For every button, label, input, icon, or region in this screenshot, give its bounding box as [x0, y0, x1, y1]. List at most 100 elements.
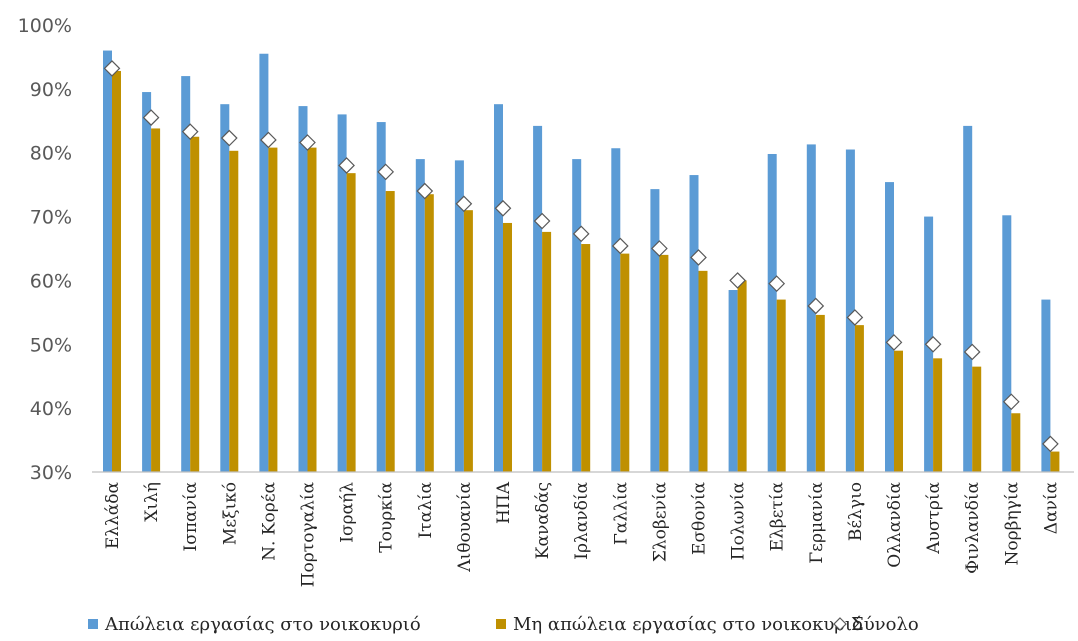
marker-total: [181, 123, 199, 140]
marker-total: [455, 195, 473, 213]
bar-job-loss: [298, 106, 308, 472]
marker-total: [260, 131, 277, 149]
marker-total: [885, 334, 903, 351]
marker-total: [611, 237, 629, 255]
x-category-label: Σλοβενία: [650, 481, 670, 562]
x-category-label: Ολλανδία: [885, 481, 905, 567]
bar-job-loss: [181, 76, 191, 472]
marker-total: [924, 335, 942, 353]
marker-total: [963, 343, 981, 361]
bar-no-job-loss: [151, 128, 161, 472]
legend-item: Μη απώλεια εργασίας στο νοικοκυριό: [496, 614, 863, 635]
bar-job-loss: [1041, 299, 1051, 472]
bar-job-loss: [689, 175, 699, 473]
bar-no-job-loss: [620, 253, 630, 472]
marker-total: [299, 134, 316, 151]
bar-job-loss: [259, 53, 269, 472]
bar-job-loss: [650, 189, 660, 472]
marker-total: [142, 109, 160, 126]
x-category-label: Νορβηγία: [1002, 481, 1022, 565]
x-category-label: Βέλγιο: [846, 482, 866, 541]
x-category-label: Λιθουανία: [455, 481, 475, 572]
bar-no-job-loss: [346, 173, 356, 473]
marker-total: [768, 275, 786, 292]
x-category-label: Μεξικό: [220, 482, 240, 545]
marker-total: [533, 212, 551, 230]
x-category-label: Αυστρία: [924, 481, 944, 554]
x-category-label: Χιλή: [142, 482, 162, 522]
bar-job-loss: [415, 159, 425, 472]
bar-no-job-loss: [581, 244, 591, 472]
bar-no-job-loss: [854, 325, 864, 472]
x-axis: Ελλάδα Χιλή Ισπανία Μεξικό Ν. Κορέα Πορτογαλί…: [92, 471, 1074, 587]
bar-job-loss: [454, 160, 464, 472]
bar-job-loss: [572, 159, 582, 472]
marker-total: [572, 225, 590, 243]
legend-swatch: [833, 617, 847, 631]
marker-total: [807, 297, 825, 315]
bar-job-loss: [1002, 215, 1012, 472]
x-category-label: Ιρλανδία: [572, 481, 592, 559]
legend-swatch: [496, 619, 506, 629]
y-tick-label: 90%: [30, 79, 72, 101]
bar-no-job-loss: [659, 254, 669, 472]
marker-total: [377, 163, 395, 181]
bar-no-job-loss: [190, 136, 200, 472]
bar-no-job-loss: [1050, 451, 1060, 472]
bar-job-loss: [611, 148, 621, 472]
marker-total: [690, 249, 707, 266]
legend: Απώλεια εργασίας στο νοικοκυριό Μη απώλει…: [88, 614, 919, 635]
x-category-label: Ελβετία: [768, 481, 788, 551]
bar-no-job-loss: [229, 150, 239, 472]
bar-job-loss: [494, 104, 503, 472]
y-tick-label: 60%: [30, 270, 72, 292]
y-tick-label: 100%: [18, 15, 72, 37]
x-category-label: Ισραήλ: [338, 482, 358, 543]
legend-swatch: [88, 619, 98, 629]
legend-label: Σύνολο: [851, 614, 919, 635]
y-tick-label: 80%: [30, 143, 72, 165]
bar-no-job-loss: [815, 314, 825, 472]
bar-no-job-loss: [737, 280, 747, 472]
bar-job-loss: [845, 149, 855, 472]
marker-total: [846, 309, 864, 326]
x-category-label: Πολωνία: [729, 481, 749, 560]
bar-job-loss: [142, 92, 152, 473]
bar-job-loss: [337, 114, 347, 473]
x-category-label: Τουρκία: [377, 481, 397, 552]
bar-no-job-loss: [503, 222, 512, 472]
y-tick-label: 40%: [30, 398, 72, 420]
plot-area: [103, 50, 1060, 473]
bar-no-job-loss: [776, 299, 786, 472]
bar-no-job-loss: [542, 231, 552, 472]
x-category-label: Ισπανία: [181, 481, 201, 551]
bar-job-loss: [767, 153, 777, 472]
marker-total: [1002, 393, 1020, 411]
marker-total: [729, 272, 746, 289]
x-category-label: Γερμανία: [807, 481, 827, 563]
x-category-label: Ελλάδα: [103, 481, 123, 549]
x-category-label: Πορτογαλία: [299, 481, 319, 587]
x-category-label: Καναδάς: [533, 482, 553, 559]
bar-no-job-loss: [307, 147, 317, 472]
x-category-label: Γαλλία: [611, 481, 631, 544]
bar-no-job-loss: [385, 191, 395, 472]
bar-job-loss: [533, 125, 543, 472]
bar-no-job-loss: [424, 194, 434, 472]
marker-total: [416, 182, 434, 200]
x-category-label: Φινλανδία: [963, 481, 983, 573]
marker-total: [220, 129, 238, 147]
x-category-label: ΗΠΑ: [494, 481, 514, 524]
x-category-label: Ιταλία: [416, 481, 436, 538]
legend-label: Απώλεια εργασίας στο νοικοκυριό: [104, 614, 421, 635]
bar-no-job-loss: [698, 270, 708, 472]
legend-item: Απώλεια εργασίας στο νοικοκυριό: [88, 614, 421, 635]
y-tick-label: 70%: [30, 207, 72, 229]
bar-job-loss: [220, 104, 230, 472]
legend-item: Σύνολο: [833, 614, 919, 635]
x-category-label: Ν. Κορέα: [259, 481, 279, 560]
marker-total: [494, 199, 512, 217]
marker-total: [103, 60, 121, 77]
y-tick-label: 30%: [30, 462, 72, 484]
